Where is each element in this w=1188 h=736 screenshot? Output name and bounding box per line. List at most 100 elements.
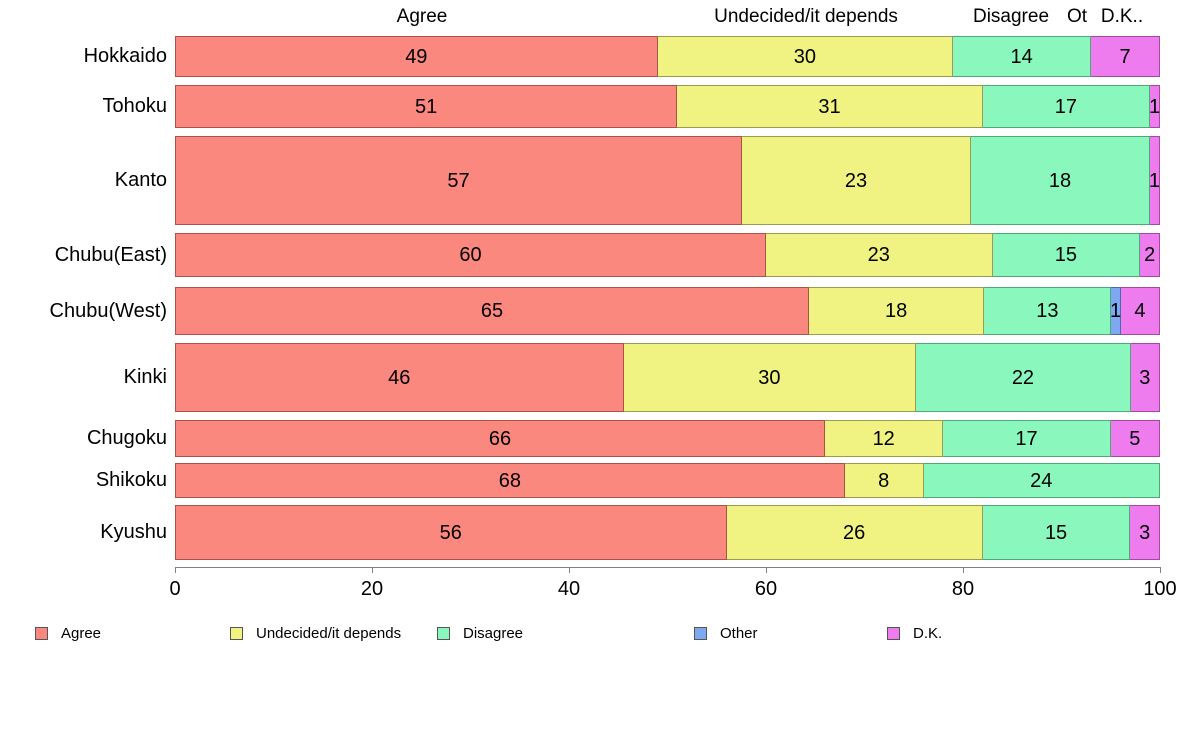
bar-segment-disagree: 15: [982, 505, 1131, 560]
segment-value-label: 46: [388, 366, 411, 389]
bar-segment-d-k: 3: [1130, 505, 1160, 560]
x-axis-tick-label: 80: [951, 578, 975, 600]
segment-value-label: 23: [867, 244, 890, 266]
segment-value-label: 51: [415, 95, 438, 118]
region-label: Chugoku: [86, 427, 167, 449]
legend-label: Agree: [61, 625, 102, 642]
segment-value-label: 2: [1144, 244, 1156, 266]
segment-value-label: 65: [480, 300, 504, 322]
legend-label: D.K.: [913, 625, 943, 642]
region-label: Kinki: [123, 366, 167, 388]
bar-row: 66 12 17 5: [175, 420, 1160, 457]
legend-item-undecided-it-depends: Undecided/it depends: [230, 625, 401, 642]
segment-value-label: 12: [872, 427, 895, 450]
segment-value-label: 3: [1139, 366, 1151, 389]
segment-value-label: 60: [459, 244, 482, 266]
legend-item-d-k: D.K.: [887, 625, 942, 642]
x-axis-tick-label: 100: [1143, 578, 1177, 600]
segment-value-label: 1: [1148, 169, 1161, 192]
bar-segment-d-k: 3: [1130, 343, 1160, 412]
segment-value-label: 15: [1054, 244, 1078, 266]
x-axis-tick-label: 20: [360, 578, 384, 600]
bar-segment-agree: 51: [175, 85, 678, 128]
segment-value-label: 49: [405, 45, 428, 68]
bar-segment-agree: 57: [175, 136, 743, 225]
x-axis-tick: [963, 567, 964, 573]
bar-segment-disagree: 17: [943, 420, 1111, 457]
segment-value-label: 7: [1119, 45, 1131, 68]
bar-segment-undecided-it-depends: 31: [677, 85, 983, 128]
segment-value-label: 8: [878, 469, 890, 492]
legend-item-other: Other: [694, 625, 758, 642]
bar-segment-d-k: 7: [1091, 36, 1160, 77]
segment-value-label: 14: [1010, 45, 1033, 68]
bar-segment-agree: 60: [175, 233, 766, 277]
x-axis-line: [175, 567, 1161, 568]
bar-segment-disagree: 13: [984, 287, 1112, 335]
segment-value-label: 30: [758, 366, 781, 389]
column-header-disagree: Disagree: [972, 6, 1050, 27]
segment-value-label: 56: [439, 521, 462, 544]
segment-value-label: 26: [843, 521, 866, 544]
segment-value-label: 17: [1015, 427, 1038, 450]
bar-segment-undecided-it-depends: 23: [742, 136, 971, 225]
region-label: Chubu(West): [49, 300, 167, 322]
bar-segment-undecided-it-depends: 26: [726, 505, 983, 560]
segment-value-label: 18: [1048, 169, 1072, 192]
segment-value-label: 15: [1044, 521, 1068, 544]
bar-segment-undecided-it-depends: 8: [844, 463, 924, 498]
region-label: Chubu(East): [54, 244, 167, 266]
x-axis-tick: [766, 567, 767, 573]
column-header-other: Ot: [1066, 6, 1088, 27]
bar-segment-agree: 68: [175, 463, 845, 498]
x-axis-tick-label: 40: [557, 578, 581, 600]
bar-segment-disagree: 14: [953, 36, 1092, 77]
bar-segment-agree: 66: [175, 420, 826, 457]
bar-segment-other: 1: [1110, 287, 1122, 335]
segment-value-label: 17: [1054, 95, 1078, 118]
bar-segment-undecided-it-depends: 12: [825, 420, 944, 457]
bar-segment-d-k: 5: [1110, 420, 1160, 457]
region-label: Kyushu: [100, 521, 167, 543]
bar-segment-d-k: 1: [1148, 136, 1161, 225]
bar-row: 65 18 13 1 4: [175, 287, 1160, 335]
legend-label: Other: [720, 625, 758, 642]
bar-row: 68 8 24: [175, 463, 1160, 498]
region-label: Hokkaido: [83, 45, 167, 67]
segment-value-label: 1: [1110, 300, 1122, 322]
bar-segment-disagree: 18: [970, 136, 1151, 225]
legend-swatch: [35, 627, 48, 640]
column-header-undecided: Undecided/it depends: [714, 6, 898, 27]
x-axis-tick: [175, 567, 176, 573]
segment-value-label: 57: [447, 169, 470, 192]
region-label: Kanto: [114, 169, 167, 191]
bar-row: 57 23 18 1: [175, 136, 1160, 225]
bar-row: 56 26 15 3: [175, 505, 1160, 560]
segment-value-label: 18: [885, 300, 908, 322]
bar-segment-d-k: 1: [1148, 85, 1161, 128]
segment-value-label: 13: [1036, 300, 1059, 322]
segment-value-label: 66: [488, 427, 512, 450]
bar-segment-disagree: 22: [916, 343, 1131, 412]
segment-value-label: 22: [1011, 366, 1035, 389]
bar-segment-agree: 56: [175, 505, 727, 560]
x-axis-tick: [569, 567, 570, 573]
bar-segment-undecided-it-depends: 18: [808, 287, 985, 335]
segment-value-label: 30: [793, 45, 817, 68]
plot-area: Hokkaido 49 30 14 7 Tohoku 51 31 17 1 Kanto 57 23 18 1…: [49, 36, 1161, 560]
segment-value-label: 4: [1134, 300, 1146, 322]
x-axis-tick: [372, 567, 373, 573]
bar-row: 49 30 14 7: [175, 36, 1160, 77]
legend-label: Disagree: [463, 625, 524, 642]
region-label: Shikoku: [95, 469, 167, 491]
legend-swatch: [694, 627, 707, 640]
bar-segment-disagree: 24: [923, 463, 1160, 498]
bar-segment-disagree: 15: [992, 233, 1141, 277]
legend-item-disagree: Disagree: [437, 625, 523, 642]
legend-swatch: [887, 627, 900, 640]
segment-value-label: 1: [1148, 95, 1161, 118]
segment-value-label: 23: [844, 169, 868, 192]
column-header-dk: D.K..: [1100, 6, 1144, 27]
legend-swatch: [230, 627, 243, 640]
